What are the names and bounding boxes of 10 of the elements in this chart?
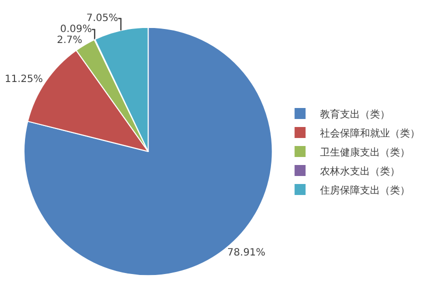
legend-label: 社会保障和就业（类） [320,127,420,140]
data-label: 78.91% [227,247,266,258]
data-label: 0.09% [60,24,92,36]
data-label: 2.7% [56,35,82,46]
legend-label: 住房保障支出（类） [320,184,410,196]
legend-label: 卫生健康支出（类） [320,146,410,158]
legend-label: 农林水支出（类） [320,165,400,178]
legend-label: 教育支出（类） [320,108,390,120]
data-label: 7.05% [86,13,118,24]
data-label: 11.25% [4,74,43,86]
